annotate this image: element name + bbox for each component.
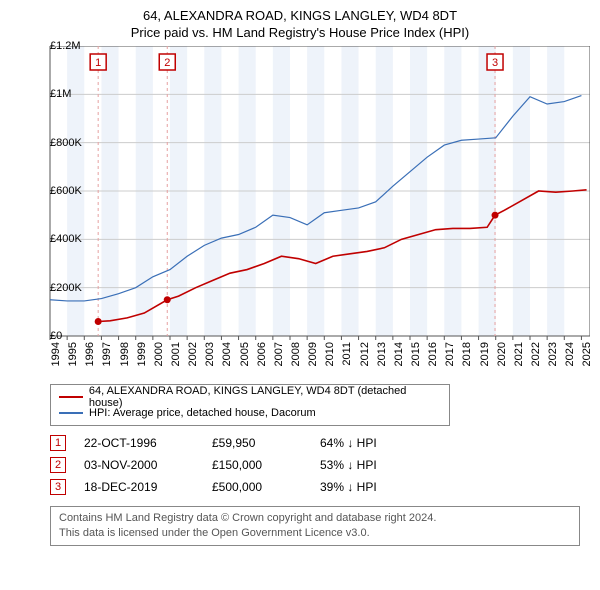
x-axis-label: 2022 [526,342,542,366]
sale-row: 3 18-DEC-2019 £500,000 39% ↓ HPI [50,476,580,498]
x-axis-label: 2019 [475,342,491,366]
x-axis-label: 2007 [269,342,285,366]
page-subtitle: Price paid vs. HM Land Registry's House … [10,25,590,40]
x-axis-label: 2000 [149,342,165,366]
sale-delta: 64% ↓ HPI [320,436,430,450]
x-axis-label: 2023 [543,342,559,366]
x-axis-label: 2004 [217,342,233,366]
sale-marker-box: 1 [50,435,66,451]
legend-swatch [59,396,83,398]
x-axis-label: 2010 [320,342,336,366]
legend: 64, ALEXANDRA ROAD, KINGS LANGLEY, WD4 8… [50,384,450,426]
legend-row: 64, ALEXANDRA ROAD, KINGS LANGLEY, WD4 8… [59,389,441,405]
x-axis-label: 2017 [440,342,456,366]
attribution-footer: Contains HM Land Registry data © Crown c… [50,506,580,546]
sale-date: 03-NOV-2000 [84,458,194,472]
sale-price: £150,000 [212,458,302,472]
sale-row: 2 03-NOV-2000 £150,000 53% ↓ HPI [50,454,580,476]
sale-row: 1 22-OCT-1996 £59,950 64% ↓ HPI [50,432,580,454]
x-axis-label: 2008 [286,342,302,366]
y-axis-label: £800K [50,137,54,149]
sale-price: £59,950 [212,436,302,450]
footer-line: Contains HM Land Registry data © Crown c… [59,511,571,526]
x-axis-label: 2021 [509,342,525,366]
chart-svg: 1 2 3 [10,46,590,376]
x-axis-label: 1996 [80,342,96,366]
y-axis-label: £1.2M [50,40,54,52]
x-axis-label: 2013 [372,342,388,366]
x-axis-label: 2006 [252,342,268,366]
x-axis-label: 2020 [492,342,508,366]
page-title: 64, ALEXANDRA ROAD, KINGS LANGLEY, WD4 8… [10,8,590,23]
svg-text:1: 1 [95,57,101,69]
x-axis-label: 2011 [337,342,353,366]
x-axis-label: 2014 [389,342,405,366]
x-axis-label: 2025 [577,342,593,366]
x-axis-label: 2001 [166,342,182,366]
footer-line: This data is licensed under the Open Gov… [59,526,571,541]
price-chart: 123 £0£200K£400K£600K£800K£1M£1.2M 19941… [10,46,590,376]
x-axis-label: 2002 [183,342,199,366]
y-axis-label: £200K [50,282,54,294]
legend-label: HPI: Average price, detached house, Daco… [89,407,316,419]
y-axis-label: £600K [50,185,54,197]
x-axis-label: 1997 [97,342,113,366]
sale-delta: 39% ↓ HPI [320,480,430,494]
x-axis-label: 1994 [46,342,62,366]
sale-marker-box: 2 [50,457,66,473]
x-axis-label: 2009 [303,342,319,366]
sale-marker-box: 3 [50,479,66,495]
legend-label: 64, ALEXANDRA ROAD, KINGS LANGLEY, WD4 8… [89,385,441,409]
sale-date: 18-DEC-2019 [84,480,194,494]
x-axis-label: 2005 [235,342,251,366]
sale-date: 22-OCT-1996 [84,436,194,450]
x-axis-label: 1999 [132,342,148,366]
sales-table: 1 22-OCT-1996 £59,950 64% ↓ HPI 2 03-NOV-2000… [50,432,580,498]
x-axis-label: 2016 [423,342,439,366]
x-axis-label: 2012 [355,342,371,366]
svg-text:2: 2 [164,57,170,69]
x-axis-label: 2024 [560,342,576,366]
x-axis-label: 2018 [457,342,473,366]
y-axis-label: £0 [50,330,54,342]
svg-text:3: 3 [492,57,498,69]
sale-delta: 53% ↓ HPI [320,458,430,472]
sale-price: £500,000 [212,480,302,494]
x-axis-label: 1995 [63,342,79,366]
x-axis-label: 2003 [200,342,216,366]
x-axis-label: 2015 [406,342,422,366]
x-axis-label: 1998 [115,342,131,366]
legend-swatch [59,412,83,414]
y-axis-label: £400K [50,233,54,245]
y-axis-label: £1M [50,88,54,100]
